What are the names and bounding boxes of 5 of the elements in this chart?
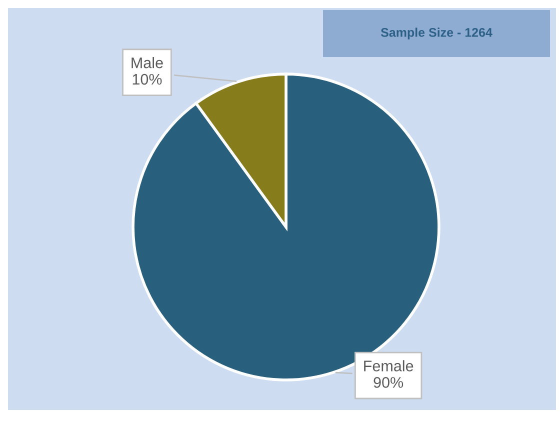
slice-label: Male [132,57,163,68]
chart-title: Sample Size - 1264 [380,28,492,40]
data-label: 90% [374,377,404,388]
slice-label: Female [364,360,414,372]
data-label: 10% [132,74,162,85]
